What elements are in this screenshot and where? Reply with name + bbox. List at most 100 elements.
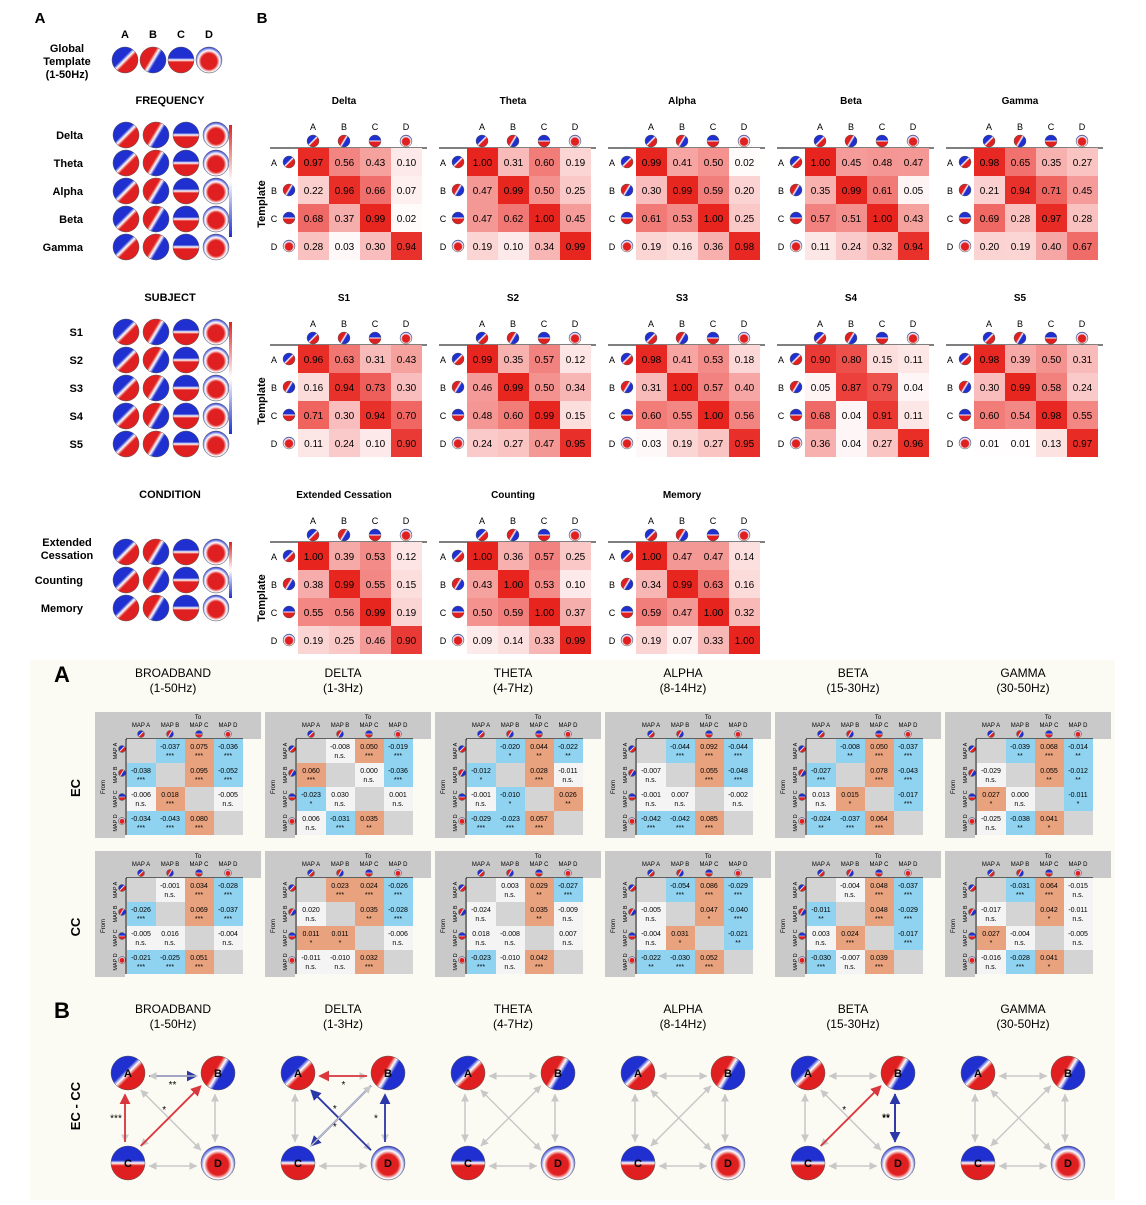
heatmap-value: 0.56: [335, 158, 355, 169]
heatmap-value: 0.60: [980, 411, 1000, 422]
transition-cell: [695, 878, 724, 902]
transition-cell: [127, 811, 156, 835]
heatmap-value: 0.31: [504, 158, 524, 169]
map-col-label: MAP C: [530, 862, 550, 868]
heatmap-cell: [729, 542, 760, 570]
heatmap-cell: [1005, 232, 1036, 260]
col-letter: D: [1079, 319, 1086, 329]
topomap-b-icon: [1013, 331, 1027, 345]
heatmap-cell: [498, 429, 529, 457]
topomap-d-icon: [202, 121, 230, 149]
transition-sig: ***: [1045, 892, 1053, 899]
heatmap-cell: [729, 570, 760, 598]
heatmap-cell: [467, 429, 498, 457]
col-letter: B: [848, 122, 854, 132]
topomap-a-icon: [307, 730, 315, 738]
transition-cell: [724, 787, 753, 811]
heatmap-value: 0.35: [1042, 158, 1062, 169]
topomap-b-icon: [844, 134, 858, 148]
heatmap-cell: [898, 232, 929, 260]
topomap-d-icon: [628, 956, 636, 964]
topomap-a-icon: [644, 134, 658, 148]
transition-sig: **: [1046, 777, 1052, 784]
transition-sig: n.s.: [732, 801, 743, 808]
heatmap-cell: [836, 401, 867, 429]
map-col-label: MAP D: [559, 723, 579, 729]
transition-value: -0.023: [471, 955, 491, 962]
transition-sig: ***: [166, 801, 174, 808]
transition-value: 0.064: [870, 816, 888, 823]
row-label: S3: [70, 383, 83, 395]
transition-value: -0.037: [898, 744, 918, 751]
transition-value: -0.008: [500, 931, 520, 938]
transition-cell: [865, 950, 894, 974]
heatmap-value: 0.51: [842, 214, 862, 225]
node-label: A: [634, 1068, 642, 1080]
transition-sig: n.s.: [334, 753, 345, 760]
node-label: A: [294, 1068, 302, 1080]
heatmap-cell: [560, 570, 591, 598]
heatmap-value: 0.55: [366, 580, 386, 591]
heatmap-value: 0.59: [504, 608, 524, 619]
heatmap-value: 1.00: [304, 552, 324, 563]
transition-sig: n.s.: [305, 825, 316, 832]
col-letter: A: [479, 516, 485, 526]
node-label: D: [894, 1158, 902, 1170]
topomap-b-icon: [166, 730, 174, 738]
heatmap-cell: [836, 148, 867, 176]
transition-sig: ***: [166, 825, 174, 832]
heatmap-cell: [498, 626, 529, 654]
transition-value: 0.085: [700, 816, 718, 823]
transition-sig: n.s.: [135, 801, 146, 808]
heatmap-cell: [298, 598, 329, 626]
matrix-title: Beta: [840, 96, 862, 107]
heatmap-cell: [729, 204, 760, 232]
transition-value: -0.006: [131, 792, 151, 799]
heatmap-value: 0.41: [673, 158, 693, 169]
row-letter: A: [609, 158, 615, 168]
heatmap-cell: [805, 176, 836, 204]
heatmap-cell: [298, 401, 329, 429]
transition-cell: [1006, 950, 1035, 974]
map-row-label: MAP C: [623, 929, 629, 946]
node-label: A: [124, 1068, 132, 1080]
arrow-sig: *: [162, 1105, 166, 1116]
transition-cell: [1064, 811, 1093, 835]
heatmap-cell: [391, 148, 422, 176]
row-letter: C: [947, 411, 954, 421]
col-letter: A: [817, 319, 823, 329]
heatmap-cell: [636, 598, 667, 626]
col-letter: A: [479, 122, 485, 132]
transition-cell: [836, 787, 865, 811]
to-label: To: [705, 854, 712, 860]
topomap-b-icon: [620, 380, 634, 394]
transition-value: -0.031: [330, 816, 350, 823]
topomap-b-icon: [675, 134, 689, 148]
topomap-b-icon: [451, 183, 465, 197]
transition-cell: [666, 878, 695, 902]
topomap-d-icon: [451, 239, 465, 253]
from-label: From: [101, 780, 107, 794]
heatmap-value: 0.95: [735, 439, 755, 450]
row-letter: C: [609, 608, 616, 618]
topomap-b-icon: [282, 577, 296, 591]
row-letter: C: [440, 214, 447, 224]
topomap-d-icon: [906, 134, 920, 148]
transition-sig: n.s.: [985, 777, 996, 784]
topomap-c-icon: [110, 1145, 146, 1181]
heatmap-value: 0.90: [397, 636, 417, 647]
transition-value: -0.037: [840, 816, 860, 823]
transition-cell: [156, 902, 185, 926]
transition-cell: [554, 950, 583, 974]
topomap-b-icon: [628, 908, 636, 916]
from-label: From: [271, 780, 277, 794]
heatmap-value: 0.14: [735, 552, 755, 563]
topomap-a-icon: [112, 205, 140, 233]
map-col-label: MAP C: [700, 723, 720, 729]
row-letter: D: [778, 439, 785, 449]
topomap-b-icon: [370, 1055, 406, 1091]
transition-value: 0.000: [360, 768, 378, 775]
transition-value: -0.024: [811, 816, 831, 823]
panel-letter-b: B: [257, 10, 268, 27]
topomap-d-icon: [202, 566, 230, 594]
